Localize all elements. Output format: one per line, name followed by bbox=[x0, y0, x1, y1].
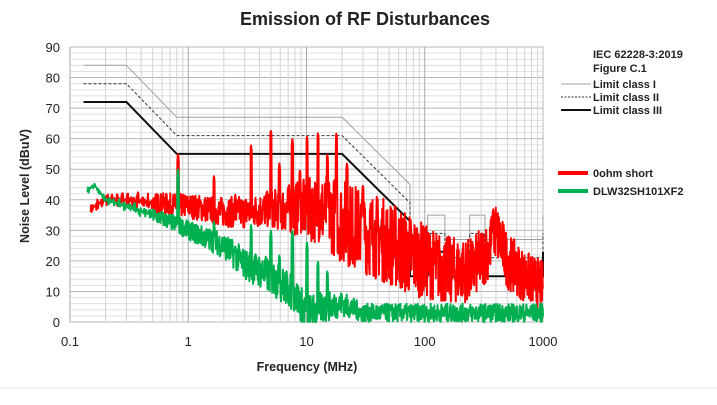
y-tick-label: 50 bbox=[46, 162, 60, 177]
limit-line-class-2 bbox=[83, 83, 544, 259]
series-line-dlw32sh101xf2 bbox=[86, 168, 544, 323]
chart-title: Emission of RF Disturbances bbox=[240, 9, 490, 29]
x-axis-label: Frequency (MHz) bbox=[257, 360, 358, 374]
y-tick-label: 60 bbox=[46, 132, 60, 147]
x-tick-label: 1 bbox=[185, 334, 192, 349]
x-tick-label: 0.1 bbox=[61, 334, 79, 349]
legend-header-figure: Figure C.1 bbox=[593, 63, 647, 75]
legend-label-limit-class-1: Limit class I bbox=[593, 79, 656, 91]
y-tick-label: 80 bbox=[46, 71, 60, 86]
y-tick-label: 30 bbox=[46, 223, 60, 238]
series-lines bbox=[86, 130, 544, 323]
series-line-0ohm-short bbox=[89, 130, 544, 309]
x-tick-label: 100 bbox=[414, 334, 436, 349]
y-tick-label: 20 bbox=[46, 254, 60, 269]
y-tick-label: 0 bbox=[53, 315, 60, 330]
limit-line-class-1 bbox=[83, 64, 544, 240]
y-tick-label: 40 bbox=[46, 193, 60, 208]
y-tick-label: 10 bbox=[46, 284, 60, 299]
x-tick-label: 10 bbox=[299, 334, 313, 349]
legend-label-0ohm-short: 0ohm short bbox=[593, 168, 653, 180]
y-tick-label: 90 bbox=[46, 40, 60, 55]
y-tick-label: 70 bbox=[46, 101, 60, 116]
legend-header-standard: IEC 62228-3:2019 bbox=[593, 49, 683, 61]
legend-label-dlw32sh101xf2: DLW32SH101XF2 bbox=[593, 186, 683, 198]
x-tick-label: 1000 bbox=[529, 334, 558, 349]
legend-label-limit-class-3: Limit class III bbox=[593, 105, 662, 117]
tick-labels: 0 10 20 30 40 50 60 70 80 90 0.1 1 10 100 1000 bbox=[46, 40, 558, 349]
legend-label-limit-class-2: Limit class II bbox=[593, 92, 659, 104]
legend: IEC 62228-3:2019 Figure C.1 Limit class … bbox=[558, 49, 683, 198]
y-axis-label: Noise Level (dBuV) bbox=[18, 129, 32, 243]
